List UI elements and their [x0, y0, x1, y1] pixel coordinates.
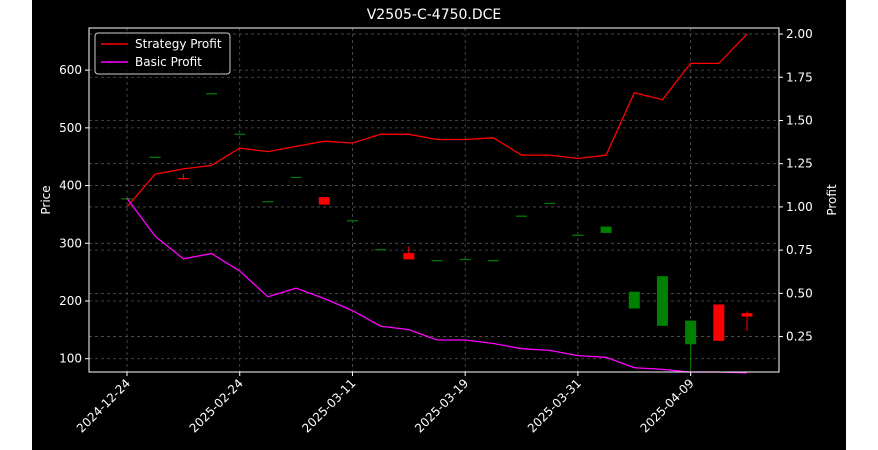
- y-tick-label-right: 1.75: [786, 70, 813, 84]
- candle-layer: [121, 93, 753, 371]
- candle-body: [431, 260, 443, 262]
- y-axis-right-label: Profit: [825, 184, 839, 216]
- y-tick-label-left: 500: [59, 121, 82, 135]
- candle-body: [516, 215, 528, 217]
- chart-svg: 100 200 300 400 500 600 0.25 0.50 0.75 1.00 1.25 1.…: [39, 7, 839, 435]
- candle-body: [346, 220, 358, 222]
- candle-body: [487, 260, 499, 262]
- grid-layer: [89, 28, 779, 372]
- candle-body: [318, 197, 330, 205]
- candle-body: [234, 133, 246, 135]
- chart-figure: 100 200 300 400 500 600 0.25 0.50 0.75 1.00 1.25 1.…: [32, 0, 846, 450]
- basic-profit-line: [126, 197, 748, 374]
- x-tick-label: 2025-04-09: [638, 376, 697, 435]
- candle-body: [206, 93, 218, 95]
- candle-body: [375, 249, 387, 251]
- legend-box: [94, 32, 231, 75]
- candle-body: [572, 234, 584, 236]
- candle-body: [656, 276, 668, 326]
- x-tick-label: 2025-03-19: [412, 376, 471, 435]
- y-tick-label-right: 1.25: [786, 157, 813, 171]
- y-tick-label-right: 1.50: [786, 113, 813, 127]
- candle-body: [713, 304, 725, 341]
- y-axis-left-label: Price: [39, 185, 53, 214]
- y-tick-label-right: 1.00: [786, 200, 813, 214]
- y-tick-label-left: 400: [59, 179, 82, 193]
- line-layer: [126, 33, 748, 374]
- candle-body: [544, 202, 556, 205]
- candle-body: [459, 258, 471, 261]
- legend-label-strategy-profit: Strategy Profit: [135, 37, 222, 51]
- candle-body: [600, 226, 612, 233]
- x-tick-label: 2025-03-31: [525, 376, 584, 435]
- y-tick-label-left: 300: [59, 236, 82, 250]
- y-tick-label-left: 100: [59, 352, 82, 366]
- candle-body: [262, 201, 274, 203]
- candle-body: [177, 178, 189, 180]
- candle-body: [685, 320, 697, 345]
- y-tick-label-right: 0.25: [786, 330, 813, 344]
- x-tick-label: 2024-12-24: [74, 376, 133, 435]
- x-tick-label: 2025-02-24: [187, 376, 246, 435]
- candle-body: [290, 176, 302, 179]
- plot-frame: [88, 27, 780, 373]
- candle-body: [628, 291, 640, 309]
- candle-body: [403, 253, 415, 260]
- y-tick-label-right: 2.00: [786, 27, 813, 41]
- y-tick-label-left: 600: [59, 63, 82, 77]
- y-tick-label-left: 200: [59, 294, 82, 308]
- candle-body: [149, 156, 161, 158]
- legend-label-basic-profit: Basic Profit: [135, 55, 202, 69]
- strategy-profit-line: [126, 33, 748, 208]
- axis-layer: 100 200 300 400 500 600 0.25 0.50 0.75 1.00 1.25 1.…: [59, 27, 813, 435]
- y-tick-label-right: 0.50: [786, 286, 813, 300]
- legend: Strategy Profit Basic Profit: [94, 32, 231, 75]
- chart-title: V2505-C-4750.DCE: [367, 7, 502, 23]
- candle-body: [741, 313, 753, 317]
- y-tick-label-right: 0.75: [786, 243, 813, 257]
- x-tick-label: 2025-03-11: [299, 376, 358, 435]
